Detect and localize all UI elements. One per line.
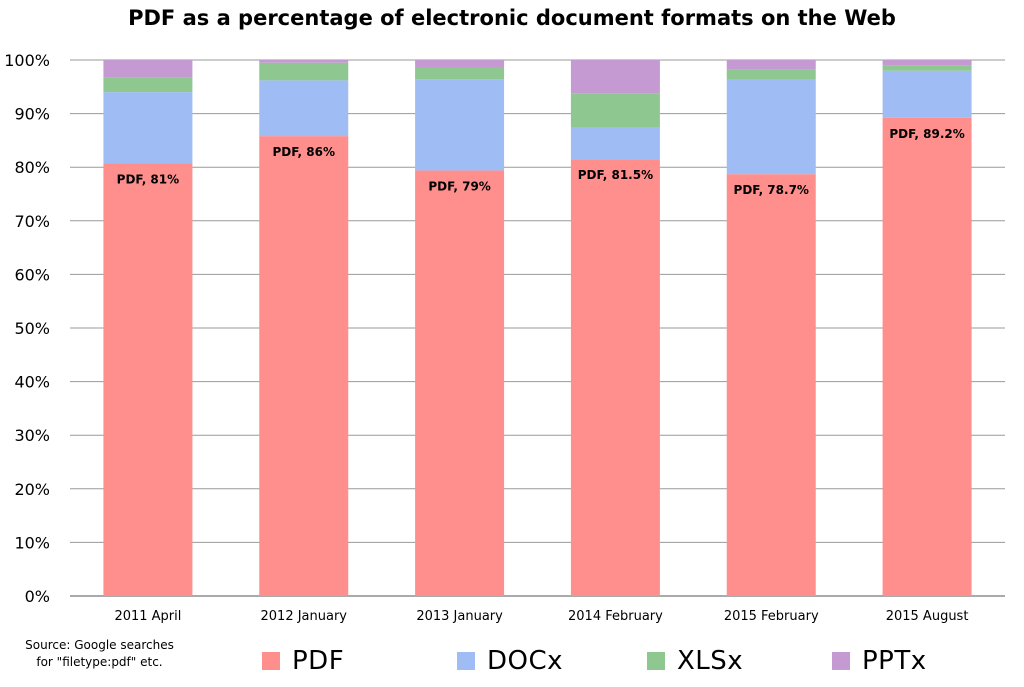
legend-item-xlsx: XLSx — [647, 642, 743, 680]
y-tick-label: 100% — [4, 51, 50, 70]
x-tick-label: 2015 February — [724, 609, 819, 624]
x-tick-label: 2012 January — [261, 609, 348, 624]
x-axis-ticks: 2011 April 2012 January 2013 January 2014 F… — [114, 609, 968, 624]
source-note: Source: Google searches for "filetype:pd… — [12, 637, 187, 671]
legend-swatch — [457, 652, 475, 670]
data-label: PDF, 81% — [117, 172, 179, 186]
data-label: PDF, 79% — [428, 179, 490, 193]
y-tick-label: 10% — [14, 533, 50, 552]
bars — [103, 60, 972, 596]
bar-segment-pptx — [882, 60, 972, 66]
bar-segment-pdf — [726, 174, 816, 596]
legend-swatch — [647, 652, 665, 670]
legend-swatch — [832, 652, 850, 670]
bar-segment-pptx — [726, 60, 816, 70]
bar-segment-xlsx — [882, 65, 972, 71]
legend-label: PPTx — [862, 646, 927, 676]
bar-segment-xlsx — [726, 69, 816, 80]
y-tick-label: 30% — [14, 426, 50, 445]
bar-segment-xlsx — [103, 77, 193, 93]
bar-segment-xlsx — [259, 62, 349, 81]
data-label: PDF, 89.2% — [889, 127, 964, 141]
x-tick-label: 2011 April — [114, 609, 181, 624]
x-tick-label: 2014 February — [568, 609, 663, 624]
data-label: PDF, 81.5% — [578, 168, 653, 182]
bar-segment-docx — [882, 70, 972, 118]
legend-label: XLSx — [677, 646, 744, 676]
bar-segment-docx — [259, 80, 349, 137]
bar-segment-pdf — [259, 136, 349, 596]
bar-segment-pdf — [882, 117, 972, 596]
bar-segment-pptx — [570, 60, 660, 94]
bar-segment-docx — [726, 79, 816, 175]
bar-segment-pdf — [570, 159, 660, 596]
y-tick-label: 90% — [14, 105, 50, 124]
y-tick-label: 0% — [25, 587, 50, 606]
legend-item-docx: DOCx — [457, 642, 563, 680]
y-tick-label: 20% — [14, 480, 50, 499]
data-labels: PDF, 81% PDF, 86% PDF, 79% PDF, 81.5% PDF, 7… — [117, 127, 965, 197]
gridlines — [70, 59, 1005, 597]
bar-segment-pdf — [103, 163, 193, 596]
legend-item-pptx: PPTx — [832, 642, 927, 680]
legend-label: PDF — [292, 646, 345, 676]
bar-segment-pdf — [415, 170, 505, 596]
bar-segment-docx — [415, 79, 505, 171]
bar-segment-xlsx — [415, 66, 505, 80]
legend-label: DOCx — [487, 646, 564, 676]
y-tick-label: 40% — [14, 373, 50, 392]
source-note-line-2: for "filetype:pdf" etc. — [36, 655, 163, 669]
legend-item-pdf: PDF — [262, 642, 344, 680]
data-label: PDF, 78.7% — [734, 183, 809, 197]
data-label: PDF, 86% — [273, 145, 335, 159]
bar-segment-pptx — [259, 60, 349, 63]
y-tick-label: 80% — [14, 158, 50, 177]
bar-segment-docx — [570, 127, 660, 160]
x-tick-label: 2013 January — [416, 609, 503, 624]
legend-swatch — [262, 652, 280, 670]
y-axis-ticks: 0% 10% 20% 30% 40% 50% 60% 70% 80% 90% 100% — [4, 51, 50, 606]
bar-segment-xlsx — [570, 93, 660, 127]
bar-segment-pptx — [103, 60, 193, 78]
y-tick-label: 50% — [14, 319, 50, 338]
bar-segment-docx — [103, 92, 193, 164]
chart-title: PDF as a percentage of electronic docume… — [128, 6, 896, 30]
y-tick-label: 70% — [14, 212, 50, 231]
source-note-line-1: Source: Google searches — [25, 638, 174, 652]
bar-segment-pptx — [415, 60, 505, 67]
y-tick-label: 60% — [14, 265, 50, 284]
x-tick-label: 2015 August — [886, 609, 969, 624]
